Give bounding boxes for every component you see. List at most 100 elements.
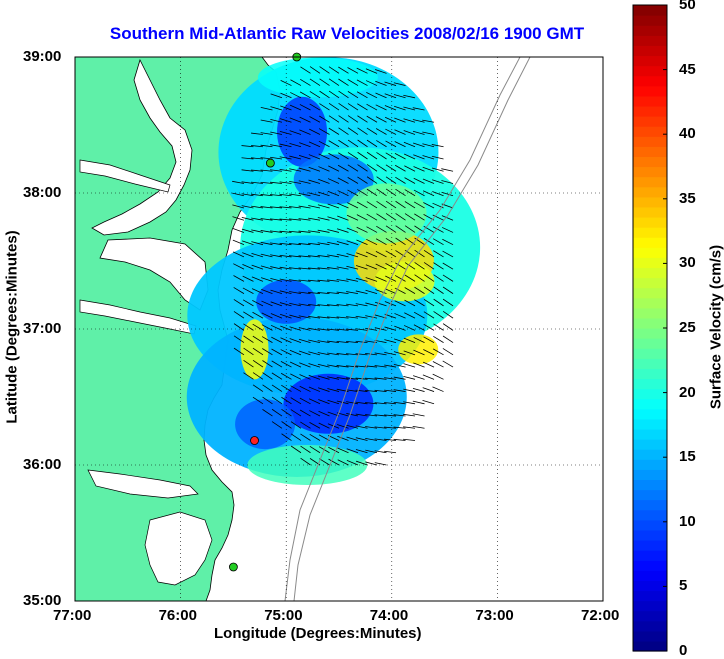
velocity-arrow: [251, 229, 264, 233]
velocity-arrow: [356, 239, 368, 246]
velocity-arrow: [317, 375, 330, 380]
velocity-arrow: [432, 373, 444, 380]
velocity-arrow: [356, 214, 368, 221]
velocity-arrow: [393, 376, 406, 380]
velocity-arrow: [271, 336, 283, 343]
velocity-arrow: [384, 351, 397, 356]
chart-title: Southern Mid-Atlantic Raw Velocities 200…: [109, 24, 585, 43]
velocity-arrow: [365, 414, 378, 417]
velocity-arrow: [309, 78, 321, 86]
velocity-arrow: [422, 166, 435, 172]
velocity-arrow: [261, 336, 273, 343]
velocity-arrow: [346, 353, 359, 356]
velocity-arrow: [393, 426, 406, 429]
velocity-arrow: [308, 351, 321, 356]
velocity-arrow: [318, 166, 330, 172]
velocity-arrow: [243, 359, 254, 368]
velocity-arrow: [337, 215, 349, 221]
colorbar-segment: [633, 45, 667, 57]
velocity-arrow: [260, 119, 273, 123]
velocity-arrow: [357, 176, 368, 184]
velocity-arrow: [241, 205, 254, 209]
velocity-arrow: [346, 436, 359, 441]
velocity-arrow: [251, 288, 264, 295]
velocity-arrow: [346, 240, 359, 246]
velocity-arrow: [336, 253, 349, 258]
velocity-arrow: [442, 335, 454, 343]
velocity-arrow: [375, 289, 387, 295]
velocity-arrow: [319, 78, 330, 86]
velocity-arrow: [279, 278, 292, 282]
velocity-arrow: [298, 205, 311, 209]
velocity-arrow: [279, 230, 292, 233]
velocity-arrow: [366, 238, 378, 246]
velocity-arrow: [376, 176, 387, 184]
velocity-arrow: [260, 206, 273, 209]
velocity-arrow: [338, 152, 349, 160]
velocity-arrow: [298, 350, 311, 356]
velocity-arrow: [414, 274, 425, 282]
velocity-arrow: [308, 386, 321, 392]
velocity-arrow: [385, 225, 397, 233]
velocity-arrow: [376, 152, 387, 160]
velocity-arrow: [357, 164, 368, 172]
velocity-arrow: [366, 115, 378, 123]
isobath: [293, 57, 531, 601]
velocity-arrow: [374, 450, 387, 454]
velocity-arrow: [346, 424, 359, 429]
velocity-arrow: [423, 249, 435, 258]
velocity-arrow: [262, 396, 273, 405]
velocity-arrow: [346, 265, 359, 270]
velocity-arrow: [243, 347, 254, 356]
velocity-arrow: [242, 287, 254, 294]
velocity-arrow: [260, 230, 273, 233]
velocity-arrow: [241, 169, 254, 172]
velocity-arrow: [365, 68, 378, 74]
velocity-arrow: [366, 164, 378, 172]
velocity-arrow: [384, 105, 397, 111]
velocity-arrow: [432, 226, 444, 233]
velocity-arrow: [251, 205, 264, 209]
velocity-arrow: [374, 339, 387, 343]
velocity-arrow: [374, 301, 387, 307]
velocity-arrow: [309, 103, 321, 111]
colorbar-tick-label: 5: [679, 577, 688, 595]
velocity-arrow: [346, 365, 359, 368]
velocity-arrow: [327, 254, 340, 258]
velocity-arrow: [300, 421, 311, 429]
velocity-arrow: [261, 312, 273, 319]
velocity-arrow: [241, 193, 254, 197]
velocity-arrow: [280, 105, 292, 111]
colorbar-segment: [633, 35, 667, 46]
velocity-arrow: [309, 433, 321, 441]
velocity-arrow: [289, 243, 302, 246]
velocity-arrow: [347, 189, 359, 197]
velocity-arrow: [318, 410, 330, 417]
velocity-arrow: [290, 79, 302, 86]
velocity-arrow: [233, 335, 245, 343]
velocity-arrow: [366, 201, 378, 209]
velocity-arrow: [328, 102, 340, 111]
station-south-marker: [228, 562, 238, 572]
colorbar-segment: [633, 348, 667, 359]
velocity-arrow: [270, 181, 283, 184]
velocity-arrow: [299, 397, 311, 405]
colorbar-segment: [633, 216, 667, 228]
colorbar-segment: [633, 408, 667, 420]
velocity-arrow: [432, 214, 444, 221]
velocity-arrow: [394, 275, 406, 282]
velocity-arrow: [328, 90, 340, 99]
velocity-arrow: [393, 389, 406, 392]
velocity-arrow: [337, 435, 349, 441]
velocity-arrow: [337, 164, 349, 172]
velocity-arrow: [384, 402, 397, 405]
colorbar-segment: [633, 25, 667, 36]
velocity-arrow: [346, 448, 359, 454]
velocity-arrow: [261, 288, 273, 295]
velocity-arrow: [317, 267, 330, 270]
velocity-arrow: [404, 225, 416, 233]
velocity-arrow: [260, 194, 273, 197]
velocity-arrow: [318, 178, 330, 184]
velocity-arrow: [375, 263, 387, 270]
velocity-arrow: [338, 139, 349, 148]
